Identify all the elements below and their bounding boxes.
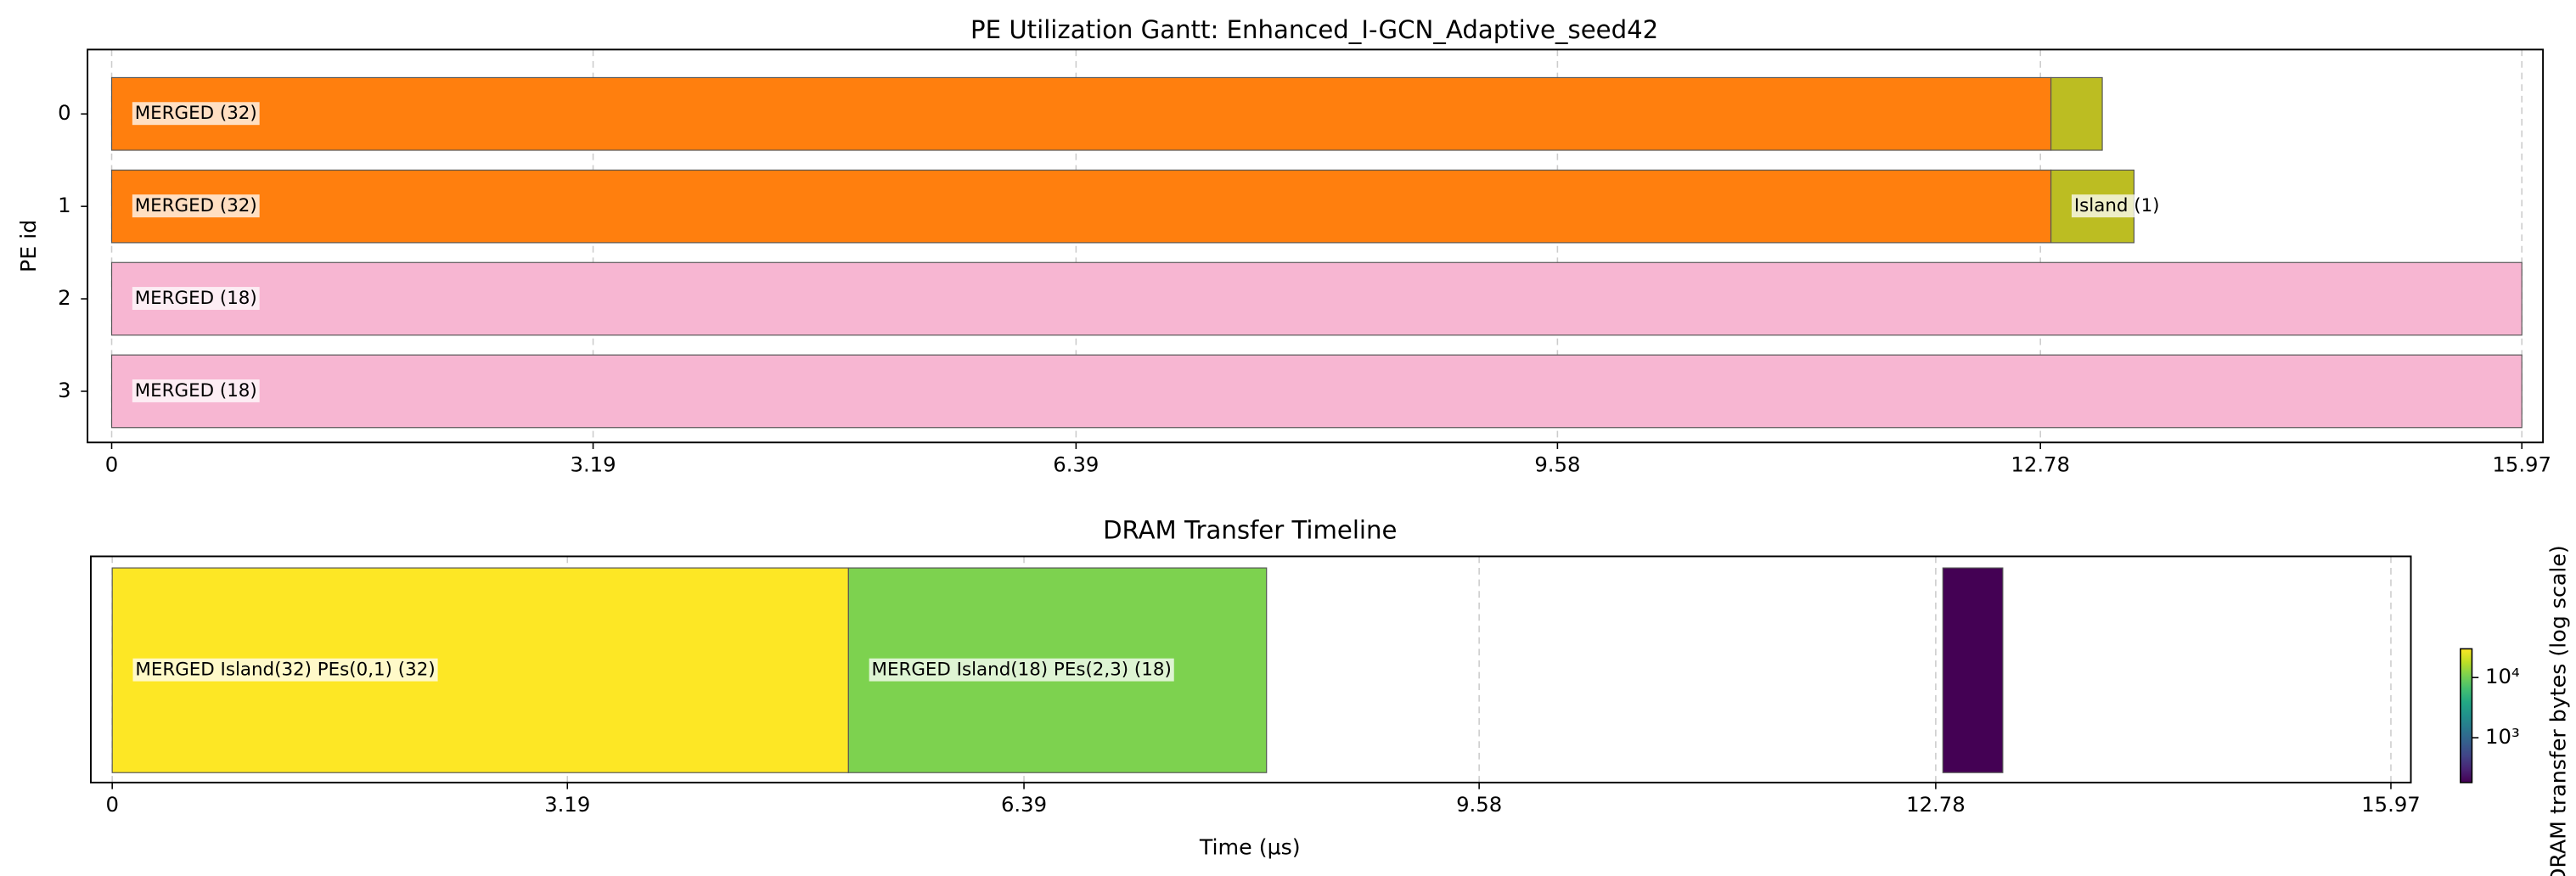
label-background	[132, 287, 260, 311]
label-background	[869, 658, 1174, 682]
segment-label-group: MERGED Island(32) PEs(0,1) (32)	[132, 658, 438, 682]
label-background	[2071, 194, 2163, 218]
segment-label: MERGED (32)	[135, 103, 257, 124]
y-tick-label: 1	[58, 193, 70, 217]
segment-label: Island (1)	[2074, 195, 2160, 216]
x-tick-label: 6.39	[1001, 792, 1047, 817]
x-tick-label: 0	[105, 452, 118, 476]
colorbar	[2460, 648, 2473, 783]
y-tick-label: 0	[58, 100, 70, 125]
label-background	[132, 379, 260, 402]
label-background	[132, 658, 438, 682]
x-axis-label: Time (µs)	[1199, 835, 1301, 860]
y-axis-label: PE id	[16, 220, 41, 272]
gantt-bar	[2050, 76, 2103, 151]
colorbar-label: DRAM transfer bytes (log scale)	[2546, 545, 2571, 876]
label-background	[132, 194, 260, 218]
x-tick-label: 9.58	[1534, 452, 1580, 476]
x-tick-label: 3.19	[544, 792, 590, 817]
segment-label: MERGED Island(32) PEs(0,1) (32)	[135, 660, 435, 681]
segment-label-group: MERGED (32)	[132, 102, 260, 126]
colorbar-tick-label: 10⁴	[2485, 664, 2520, 688]
gantt-bar	[110, 354, 2523, 429]
transfer-bar	[1942, 567, 2004, 773]
segment-label-group: MERGED (32)	[132, 194, 260, 218]
colorbar-tick-label: 10³	[2485, 724, 2520, 749]
segment-label-group: MERGED (18)	[132, 379, 260, 402]
label-background	[132, 102, 260, 126]
axes-frame	[89, 555, 2412, 783]
x-tick-label: 12.78	[2011, 452, 2070, 476]
x-tick-label: 12.78	[1906, 792, 1966, 817]
x-tick-label: 15.97	[2492, 452, 2551, 476]
y-tick-label: 2	[58, 285, 70, 310]
segment-label: MERGED Island(18) PEs(2,3) (18)	[872, 660, 1172, 681]
x-tick-label: 6.39	[1053, 452, 1099, 476]
y-tick-label: 3	[58, 378, 70, 402]
x-tick-label: 3.19	[570, 452, 616, 476]
gantt-bar	[110, 76, 2052, 151]
x-tick-label: 15.97	[2361, 792, 2421, 817]
segment-label: MERGED (18)	[135, 288, 257, 309]
gantt-bar	[110, 261, 2523, 336]
axes-frame	[87, 48, 2545, 444]
segment-label-group: MERGED (18)	[132, 287, 260, 311]
segment-label-group: MERGED Island(18) PEs(2,3) (18)	[869, 658, 1174, 682]
x-tick-label: 0	[105, 792, 118, 817]
chart-title: PE Utilization Gantt: Enhanced_I-GCN_Ada…	[970, 15, 1658, 44]
segment-label: MERGED (32)	[135, 195, 257, 216]
x-tick-label: 9.58	[1456, 792, 1502, 817]
gantt-bar	[110, 169, 2052, 244]
chart-title: DRAM Transfer Timeline	[1103, 515, 1397, 544]
segment-label: MERGED (18)	[135, 380, 257, 402]
segment-label-group: Island (1)	[2071, 194, 2163, 218]
